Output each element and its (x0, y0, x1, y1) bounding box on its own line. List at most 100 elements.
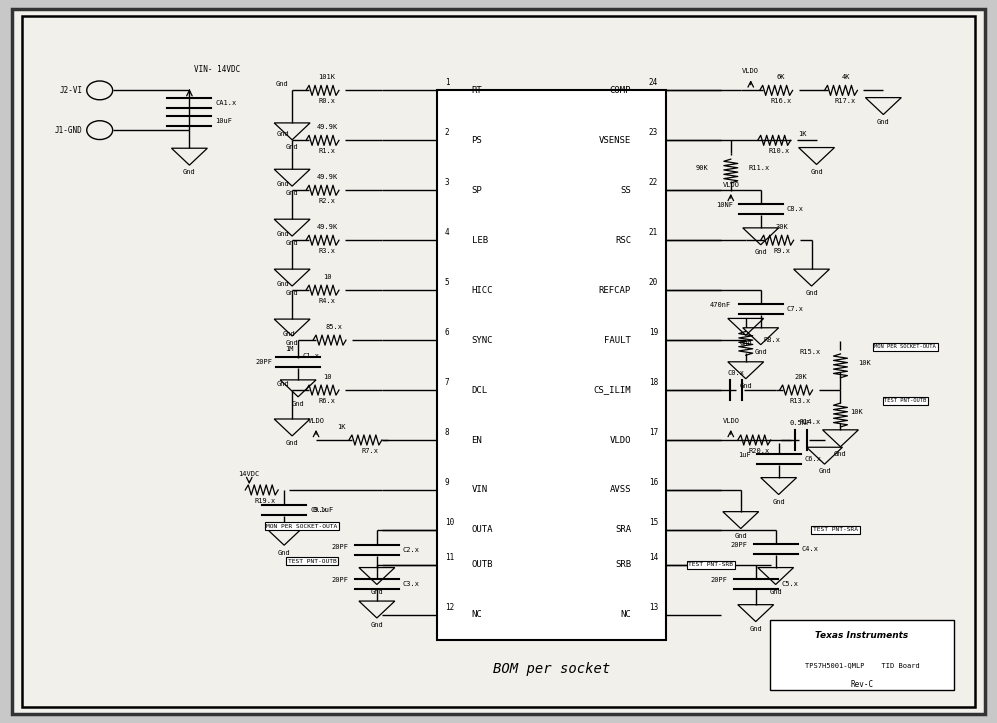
Text: 470nF: 470nF (710, 302, 731, 308)
Text: 13: 13 (649, 603, 658, 612)
Text: SS: SS (620, 186, 631, 194)
Text: 6: 6 (445, 328, 450, 337)
Text: R6.x: R6.x (318, 398, 336, 404)
Text: Gnd: Gnd (286, 440, 298, 446)
Text: 10: 10 (445, 518, 454, 527)
Text: R8.x: R8.x (764, 337, 781, 343)
Text: C6.x: C6.x (805, 455, 822, 462)
Text: TEST PNT-SRB: TEST PNT-SRB (688, 562, 734, 568)
Text: R20.x: R20.x (748, 448, 770, 454)
Text: Gnd: Gnd (276, 231, 289, 237)
Text: Gnd: Gnd (286, 241, 298, 247)
Text: VLDO: VLDO (742, 69, 760, 74)
Text: R16.x: R16.x (770, 98, 792, 104)
Text: C3.x: C3.x (403, 581, 420, 586)
Text: 22: 22 (649, 179, 658, 187)
Text: R4.x: R4.x (318, 298, 336, 304)
Text: 10: 10 (323, 274, 331, 280)
Text: SYNC: SYNC (472, 335, 494, 345)
Text: VLDO: VLDO (722, 182, 740, 188)
Text: R7.x: R7.x (361, 448, 379, 454)
Text: Gnd: Gnd (735, 533, 747, 539)
Text: R11.x: R11.x (749, 165, 770, 171)
Text: NC: NC (620, 610, 631, 620)
Text: 16: 16 (649, 478, 658, 487)
Bar (770, 620, 954, 690)
Text: 20K: 20K (795, 374, 807, 380)
Text: Gnd: Gnd (740, 340, 752, 346)
Text: RSC: RSC (615, 236, 631, 244)
Text: Gnd: Gnd (278, 549, 290, 555)
Text: 101K: 101K (318, 74, 336, 80)
Text: SP: SP (472, 186, 483, 194)
Text: CS_ILIM: CS_ILIM (593, 385, 631, 395)
Text: Gnd: Gnd (773, 499, 785, 505)
Text: 8: 8 (445, 428, 450, 437)
Text: 6K: 6K (777, 74, 785, 80)
Text: Gnd: Gnd (819, 469, 831, 474)
Text: 10uF: 10uF (215, 118, 232, 124)
Text: 10K: 10K (850, 408, 863, 415)
Text: Gnd: Gnd (286, 291, 298, 296)
Text: TEST PNT-SRA: TEST PNT-SRA (813, 528, 858, 532)
Text: R10.x: R10.x (768, 148, 790, 154)
Text: FAULT: FAULT (604, 335, 631, 345)
Text: C1.x: C1.x (302, 353, 319, 359)
Text: Gnd: Gnd (286, 190, 298, 197)
Text: R3.x: R3.x (318, 248, 336, 254)
Text: OUTB: OUTB (472, 560, 494, 570)
Text: 14: 14 (649, 553, 658, 562)
Text: R15.x: R15.x (800, 349, 821, 356)
Text: DCL: DCL (472, 385, 488, 395)
Text: C5.x: C5.x (782, 581, 799, 586)
Text: 90K: 90K (696, 165, 709, 171)
Text: 11: 11 (445, 553, 454, 562)
Text: 1M: 1M (285, 346, 294, 352)
Text: VLDO: VLDO (722, 418, 740, 424)
Text: PS: PS (472, 136, 483, 145)
Text: SRA: SRA (615, 526, 631, 534)
Text: Gnd: Gnd (286, 144, 298, 150)
Text: NC: NC (472, 610, 483, 620)
Text: 1uF: 1uF (738, 452, 751, 458)
Text: Gnd: Gnd (740, 383, 752, 389)
Text: Gnd: Gnd (183, 169, 195, 176)
Text: 17: 17 (649, 428, 658, 437)
Text: 49.9K: 49.9K (316, 224, 338, 230)
Text: 10NF: 10NF (716, 202, 733, 208)
Text: 85.x: 85.x (325, 324, 343, 330)
Text: 7: 7 (445, 378, 450, 388)
Text: VIN- 14VDC: VIN- 14VDC (194, 66, 240, 74)
Text: VLDO: VLDO (307, 418, 325, 424)
Text: Rev-C: Rev-C (850, 680, 873, 688)
Text: Gnd: Gnd (755, 249, 767, 255)
Text: J2-VI: J2-VI (60, 86, 83, 95)
Text: OUTA: OUTA (472, 526, 494, 534)
Text: Gnd: Gnd (292, 401, 304, 407)
Text: C9.x: C9.x (310, 508, 327, 513)
Text: Gnd: Gnd (770, 589, 782, 595)
Text: Gnd: Gnd (806, 291, 818, 296)
Text: Gnd: Gnd (750, 626, 762, 632)
Text: Gnd: Gnd (286, 341, 298, 346)
Text: 10: 10 (323, 374, 331, 380)
Text: 1: 1 (445, 79, 450, 87)
Text: C0.x: C0.x (727, 370, 745, 377)
Text: VSENSE: VSENSE (599, 136, 631, 145)
Text: R2.x: R2.x (318, 198, 336, 204)
Text: 30K: 30K (776, 224, 788, 230)
Text: R14.x: R14.x (800, 419, 821, 425)
Text: 20PF: 20PF (332, 577, 349, 583)
Text: Gnd: Gnd (276, 381, 289, 388)
Text: MON PER SOCKET-OUTA: MON PER SOCKET-OUTA (266, 524, 338, 529)
Text: 9: 9 (445, 478, 450, 487)
Text: 49.9K: 49.9K (316, 174, 338, 180)
Bar (437, 90, 666, 640)
Text: Gnd: Gnd (811, 168, 823, 175)
Text: C2.x: C2.x (403, 547, 420, 553)
Text: C8.x: C8.x (787, 206, 804, 212)
Text: R9.x: R9.x (773, 248, 791, 254)
Text: 0.5NF: 0.5NF (790, 420, 812, 427)
Text: EN: EN (472, 435, 483, 445)
Text: R19.x: R19.x (254, 498, 275, 504)
